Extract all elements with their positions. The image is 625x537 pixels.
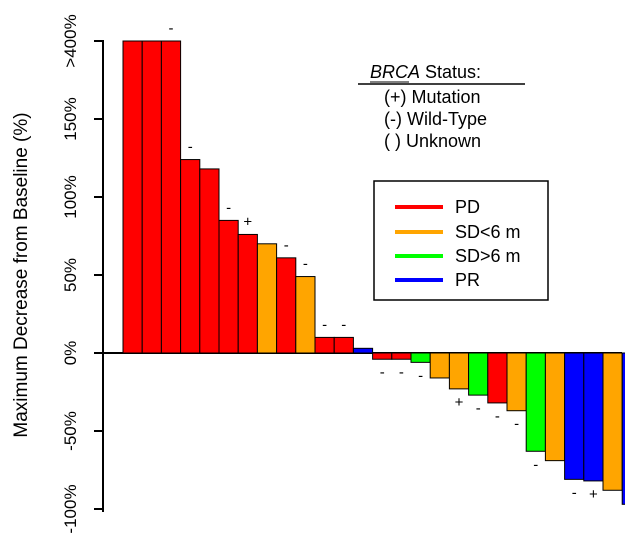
legend-label-sd-short: SD<6 m [455,222,521,242]
brca-status-key: BRCA Status: (+) Mutation (-) Wild-Type … [358,62,525,151]
status-title: BRCA Status: [370,62,481,82]
status-title-italic: BRCA [370,62,420,82]
brca-mark: - [169,20,174,37]
brca-mark: - [418,367,423,384]
bar [468,352,489,396]
bar [410,352,431,363]
brca-mark: - [322,316,327,333]
y-tick-label: 50% [61,258,80,292]
bar [621,352,625,505]
bar [564,352,585,480]
bar [583,352,604,482]
brca-mark: - [514,416,519,433]
bar [141,40,162,354]
brca-mark: - [495,408,500,425]
bar [295,276,316,354]
brca-mark: - [380,364,385,381]
bar [333,336,354,354]
legend-label-pd: PD [455,197,480,217]
brca-mark: - [284,237,289,254]
y-axis-ticks: >400% 150% 100% 50% 0% -50% -100% [61,14,103,534]
bar [237,233,258,354]
brca-mark: - [188,139,193,156]
brca-mark: - [533,456,538,473]
bar [372,352,393,360]
y-tick-label: -50% [61,411,80,451]
brca-mark: - [572,484,577,501]
bar [429,352,450,379]
brca-mark: + [589,486,598,503]
brca-mark: - [399,364,404,381]
y-tick-label: 0% [61,341,80,366]
brca-mark: - [226,199,231,216]
bar [602,352,623,491]
brca-mark: + [243,213,252,230]
bar [122,40,143,354]
bar [448,352,470,390]
y-tick-label: 150% [61,97,80,140]
bar [314,336,335,354]
brca-mark: - [341,316,346,333]
status-line-mutation: (+) Mutation [384,87,481,107]
bar [256,243,278,354]
bar [160,40,182,354]
bar [276,257,297,354]
legend-label-pr: PR [455,270,480,290]
bar [180,159,201,354]
bar [199,168,220,354]
y-tick-label: >400% [61,14,80,67]
legend: PD SD<6 m SD>6 m PR [373,180,549,301]
bar [391,352,412,360]
bar [352,347,374,354]
brca-mark: + [455,394,464,411]
bar [525,352,546,452]
status-line-wildtype: (-) Wild-Type [384,109,487,129]
status-line-unknown: ( ) Unknown [384,131,481,151]
legend-label-sd-long: SD>6 m [455,246,521,266]
bar [218,219,239,354]
bar [544,352,566,462]
brca-mark: - [303,256,308,273]
bars-group [122,40,625,505]
bar [487,352,508,404]
bar [506,352,527,412]
y-tick-label: -100% [61,484,80,533]
y-tick-label: 100% [61,175,80,218]
y-axis-title: Maximum Decrease from Baseline (%) [11,112,32,437]
brca-mark: - [476,400,481,417]
brca-marks-group: ---+-------+-----++ [169,20,599,503]
status-title-rest: Status: [420,62,481,82]
